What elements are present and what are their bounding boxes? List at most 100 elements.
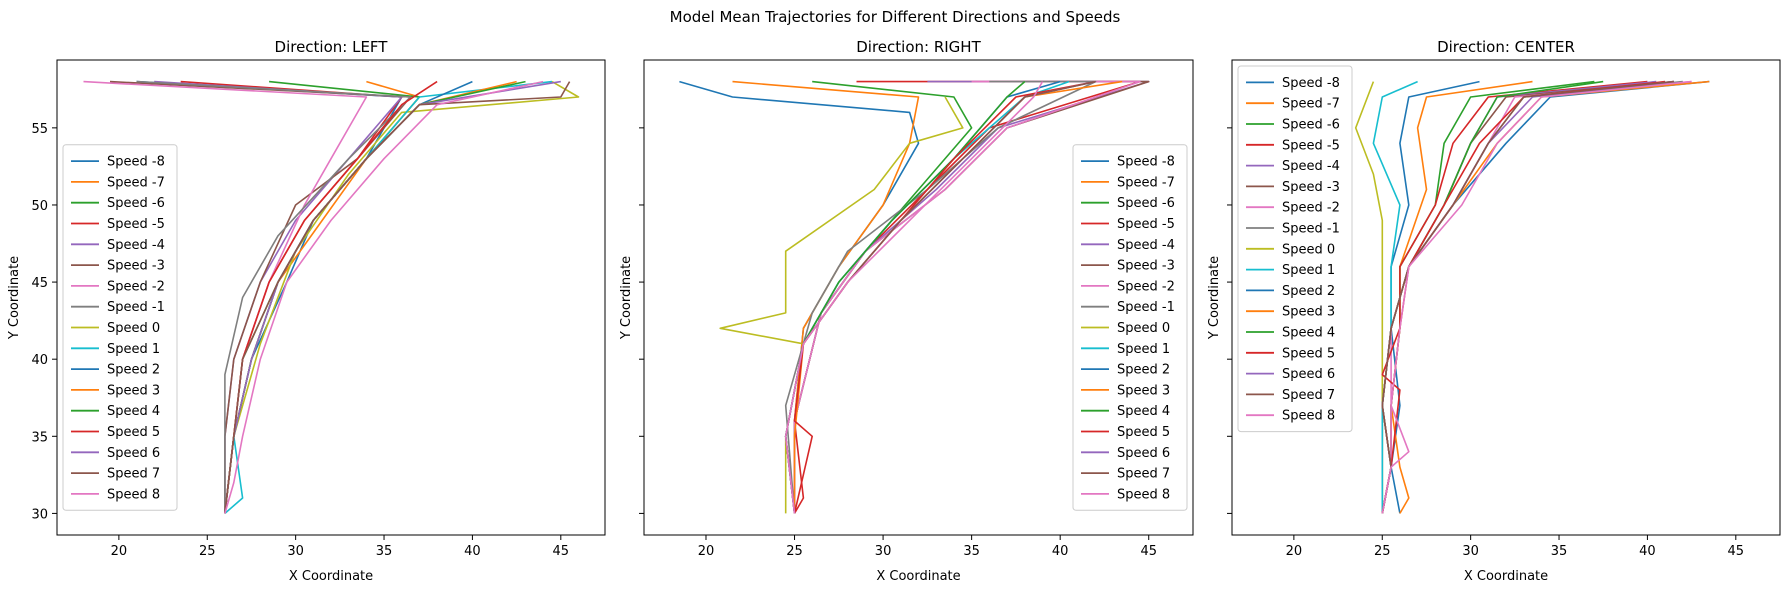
legend-label: Speed 6: [1282, 367, 1335, 382]
legend-label: Speed -7: [1282, 97, 1340, 112]
x-tick-label: 25: [786, 544, 803, 559]
legend-box: [1072, 144, 1188, 511]
axes-frame: [56, 59, 606, 536]
panel-1: Direction: RIGHT 20 25 30 35 40 45 X Coordinate…: [619, 38, 1194, 584]
legend-label: Speed 8: [1117, 487, 1170, 502]
series-line-speed--6: [1381, 80, 1595, 514]
legend-label: Speed -2: [1117, 279, 1175, 294]
series-line-speed-7: [1381, 80, 1674, 514]
x-tick-label: 45: [1728, 544, 1745, 559]
legend-label: Speed 0: [1117, 321, 1170, 336]
y-tick-label: 35: [31, 430, 48, 445]
series-line-speed-3: [1381, 80, 1710, 514]
y-axis-label: Y Coordinate: [1207, 256, 1222, 340]
x-tick-label: 35: [963, 544, 980, 559]
series-line-speed--7: [1390, 80, 1533, 514]
y-axis-label: Y Coordinate: [619, 256, 634, 340]
y-tick-label: 50: [31, 199, 48, 214]
x-tick-label: 40: [1052, 544, 1069, 559]
series-line-speed--5: [1381, 80, 1648, 514]
axes-frame: [643, 59, 1194, 536]
series-line-speed-5: [1381, 80, 1666, 514]
series-line-speed-0: [224, 80, 580, 514]
legend-label: Speed -4: [1117, 238, 1175, 253]
legend-label: Speed -1: [107, 300, 165, 315]
x-tick-label: 20: [111, 544, 128, 559]
legend-label: Speed 2: [1282, 284, 1335, 299]
series-group: [83, 80, 580, 515]
legend-label: Speed 5: [1117, 425, 1170, 440]
series-line-speed-5: [224, 80, 438, 514]
legend-label: Speed 3: [107, 383, 160, 398]
x-tick-label: 20: [1286, 544, 1303, 559]
series-line-speed--1: [1381, 80, 1683, 514]
legend-label: Speed -5: [107, 217, 165, 232]
legend-label: Speed -8: [1282, 76, 1340, 91]
legend-label: Speed 5: [1282, 346, 1335, 361]
legend-label: Speed -3: [1117, 259, 1175, 274]
legend-label: Speed -2: [1282, 201, 1340, 216]
legend-label: Speed -6: [1282, 118, 1340, 133]
series-line-speed-6: [224, 80, 561, 514]
figure-title: Model Mean Trajectories for Different Di…: [670, 8, 1121, 26]
x-tick-label: 30: [1462, 544, 1479, 559]
panel-0: Direction: LEFT 20 25 30 35 40 45 30 35 40 45 50 55 X…: [7, 38, 606, 584]
series-line-speed-8: [224, 80, 544, 514]
x-tick-label: 25: [1374, 544, 1391, 559]
legend-label: Speed -8: [1117, 155, 1175, 170]
series-line-speed-4: [224, 80, 526, 514]
legend-label: Speed 4: [1117, 404, 1170, 419]
legend-label: Speed -6: [107, 196, 165, 211]
axes-frame: [1231, 59, 1781, 536]
legend-label: Speed -2: [107, 279, 165, 294]
x-tick-label: 30: [875, 544, 892, 559]
series-line-speed-1: [1372, 80, 1418, 514]
legend-label: Speed 7: [107, 467, 160, 482]
legend-label: Speed 3: [1282, 305, 1335, 320]
legend-label: Speed -5: [1117, 217, 1175, 232]
x-tick-label: 45: [553, 544, 570, 559]
x-axis-label: X Coordinate: [876, 569, 960, 584]
series-line-speed--3: [1381, 80, 1674, 514]
x-axis-label: X Coordinate: [1464, 569, 1548, 584]
legend-label: Speed 2: [1117, 363, 1170, 378]
legend-label: Speed 1: [1117, 342, 1170, 357]
legend-label: Speed 1: [107, 342, 160, 357]
series-line-speed-3: [224, 80, 517, 514]
legend-label: Speed 0: [107, 321, 160, 336]
legend-label: Speed -8: [107, 155, 165, 170]
legend: Speed -8 Speed -7 Speed -6 Speed -5 Speed -4…: [62, 144, 178, 511]
legend-label: Speed -1: [1282, 222, 1340, 237]
series-line-speed-1: [224, 80, 553, 515]
legend-label: Speed -3: [107, 259, 165, 274]
legend-label: Speed -4: [107, 238, 165, 253]
legend: Speed -8 Speed -7 Speed -6 Speed -5 Speed -4…: [1072, 144, 1188, 511]
series-line-speed-8: [1381, 80, 1692, 514]
series-line-speed--7: [224, 80, 421, 514]
x-tick-label: 40: [464, 544, 481, 559]
x-tick-label: 35: [1551, 544, 1568, 559]
legend-label: Speed 6: [107, 446, 160, 461]
series-line-speed-2: [224, 80, 473, 514]
legend-label: Speed 2: [107, 363, 160, 378]
x-tick-label: 45: [1140, 544, 1157, 559]
series-line-speed-5: [793, 80, 1096, 514]
x-tick-label: 35: [376, 544, 393, 559]
legend-label: Speed 7: [1282, 388, 1335, 403]
legend-label: Speed -5: [1282, 138, 1340, 153]
legend-label: Speed 8: [107, 487, 160, 502]
legend-label: Speed -7: [1117, 175, 1175, 190]
panel-title: Direction: CENTER: [1437, 38, 1575, 56]
legend-box: [62, 144, 178, 511]
series-line-speed--2: [793, 80, 1141, 514]
x-tick-label: 40: [1639, 544, 1656, 559]
series-line-speed--2: [1381, 80, 1692, 514]
legend-label: Speed -6: [1117, 196, 1175, 211]
legend-label: Speed 7: [1117, 467, 1170, 482]
legend-label: Speed 0: [1282, 242, 1335, 257]
legend-label: Speed -1: [1117, 300, 1175, 315]
x-tick-label: 30: [287, 544, 304, 559]
series-line-speed-1: [784, 80, 1070, 514]
series-line-speed--7: [732, 80, 920, 514]
y-tick-label: 45: [31, 276, 48, 291]
